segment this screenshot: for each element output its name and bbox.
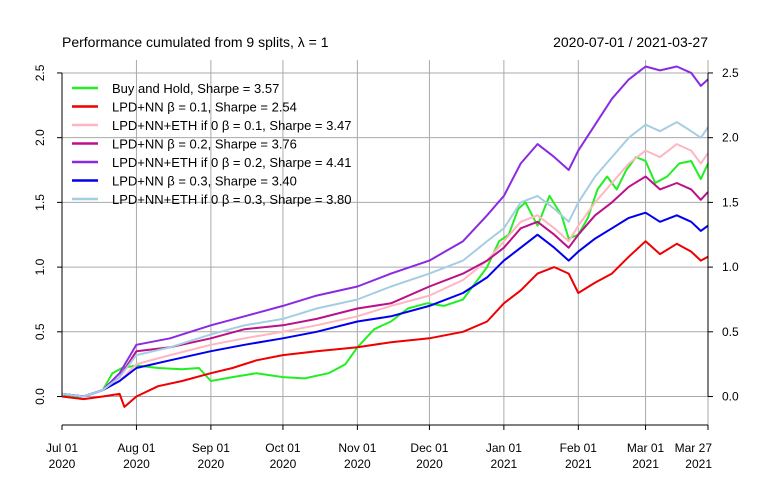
x-tick-month-4: Nov 01 <box>338 441 376 455</box>
x-tick-year-5: 2020 <box>416 457 443 471</box>
x-tick-year-0: 2020 <box>49 457 76 471</box>
x-tick-year-7: 2021 <box>565 457 592 471</box>
x-tick-month-0: Jul 01 <box>46 441 78 455</box>
y-tick-label-left-2: 1.0 <box>33 258 47 275</box>
grid <box>62 60 709 425</box>
series-line-4 <box>61 65 709 398</box>
chart-title: Performance cumulated from 9 splits, λ =… <box>62 34 329 50</box>
y-tick-label-right-3: 1.5 <box>722 195 739 209</box>
x-tick-year-2: 2020 <box>198 457 225 471</box>
date-range: 2020-07-01 / 2021-03-27 <box>553 34 708 50</box>
series-line-1 <box>61 240 709 408</box>
legend-label-6: LPD+NN+ETH if 0 β = 0.3, Sharpe = 3.80 <box>112 192 351 207</box>
y-tick-label-left-3: 1.5 <box>33 194 47 211</box>
series-line-6 <box>61 121 709 398</box>
y-tick-label-left-0: 0.0 <box>33 388 47 405</box>
y-tick-label-right-2: 1.0 <box>722 260 739 274</box>
x-tick-year-6: 2021 <box>491 457 518 471</box>
y-axis-left: 0.0 0.5 1.0 1.5 2.0 2.5 <box>33 64 63 405</box>
y-tick-label-right-1: 0.5 <box>722 325 739 339</box>
x-tick-month-3: Oct 01 <box>265 441 301 455</box>
x-tick-month-7: Feb 01 <box>560 441 598 455</box>
legend: Buy and Hold, Sharpe = 3.57 LPD+NN β = 0.… <box>72 81 351 207</box>
legend-label-2: LPD+NN+ETH if 0 β = 0.1, Sharpe = 3.47 <box>112 118 351 133</box>
x-tick-month-8: Mar 01 <box>627 441 665 455</box>
series-line-0 <box>62 156 709 398</box>
x-tick-month-1: Aug 01 <box>117 441 155 455</box>
series-lines <box>61 65 709 408</box>
y-axis-right: 0.0 0.5 1.0 1.5 2.0 2.5 <box>707 66 739 404</box>
y-tick-label-left-4: 2.0 <box>33 129 47 146</box>
x-tick-year-8: 2021 <box>632 457 659 471</box>
x-tick-month-9: Mar 27 <box>675 441 713 455</box>
legend-label-5: LPD+NN β = 0.3, Sharpe = 3.40 <box>112 174 297 189</box>
x-tick-month-5: Dec 01 <box>410 441 448 455</box>
series-line-5 <box>61 211 709 398</box>
x-tick-year-4: 2020 <box>344 457 371 471</box>
x-axis: Jul 01 2020 Aug 01 2020 Sep 01 2020 Oct 01 2020… <box>46 424 713 471</box>
y-tick-label-right-5: 2.5 <box>722 66 739 80</box>
y-tick-label-right-4: 2.0 <box>722 131 739 145</box>
x-tick-month-6: Jan 01 <box>486 441 522 455</box>
legend-label-0: Buy and Hold, Sharpe = 3.57 <box>112 81 279 96</box>
legend-label-4: LPD+NN+ETH if 0 β = 0.2, Sharpe = 4.41 <box>112 155 351 170</box>
y-tick-label-left-1: 0.5 <box>33 323 47 340</box>
x-tick-year-1: 2020 <box>123 457 150 471</box>
x-tick-year-3: 2020 <box>270 457 297 471</box>
y-tick-label-right-0: 0.0 <box>722 390 739 404</box>
x-tick-year-9: 2021 <box>685 457 712 471</box>
legend-label-1: LPD+NN β = 0.1, Sharpe = 2.54 <box>112 100 297 115</box>
x-tick-month-2: Sep 01 <box>192 441 230 455</box>
series-line-2 <box>61 143 709 398</box>
y-tick-label-left-5: 2.5 <box>33 64 47 81</box>
legend-label-3: LPD+NN β = 0.2, Sharpe = 3.76 <box>112 137 297 152</box>
